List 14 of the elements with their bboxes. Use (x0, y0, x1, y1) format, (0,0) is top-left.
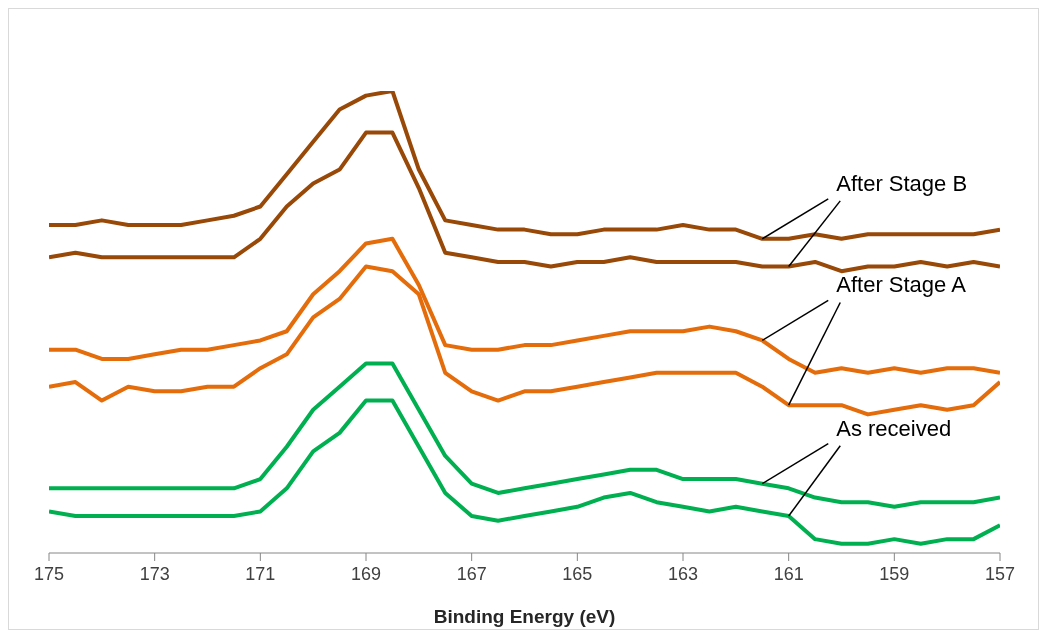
x-tick-label: 159 (879, 563, 910, 584)
x-tick-label: 161 (773, 563, 804, 584)
annotation: As received (836, 415, 952, 441)
x-axis-title: Binding Energy (eV) (433, 606, 616, 627)
x-tick-label: 167 (456, 563, 487, 584)
annotation: After Stage B (836, 170, 968, 196)
x-tick-label: 171 (245, 563, 276, 584)
x-tick-label: 157 (984, 563, 1016, 584)
x-tick-label: 173 (139, 563, 170, 584)
x-tick-label: 165 (562, 563, 593, 584)
x-tick-label: 163 (667, 563, 699, 584)
x-tick-label: 169 (350, 563, 382, 584)
annotation: After Stage A (836, 272, 967, 298)
x-tick-label: 175 (33, 563, 65, 584)
